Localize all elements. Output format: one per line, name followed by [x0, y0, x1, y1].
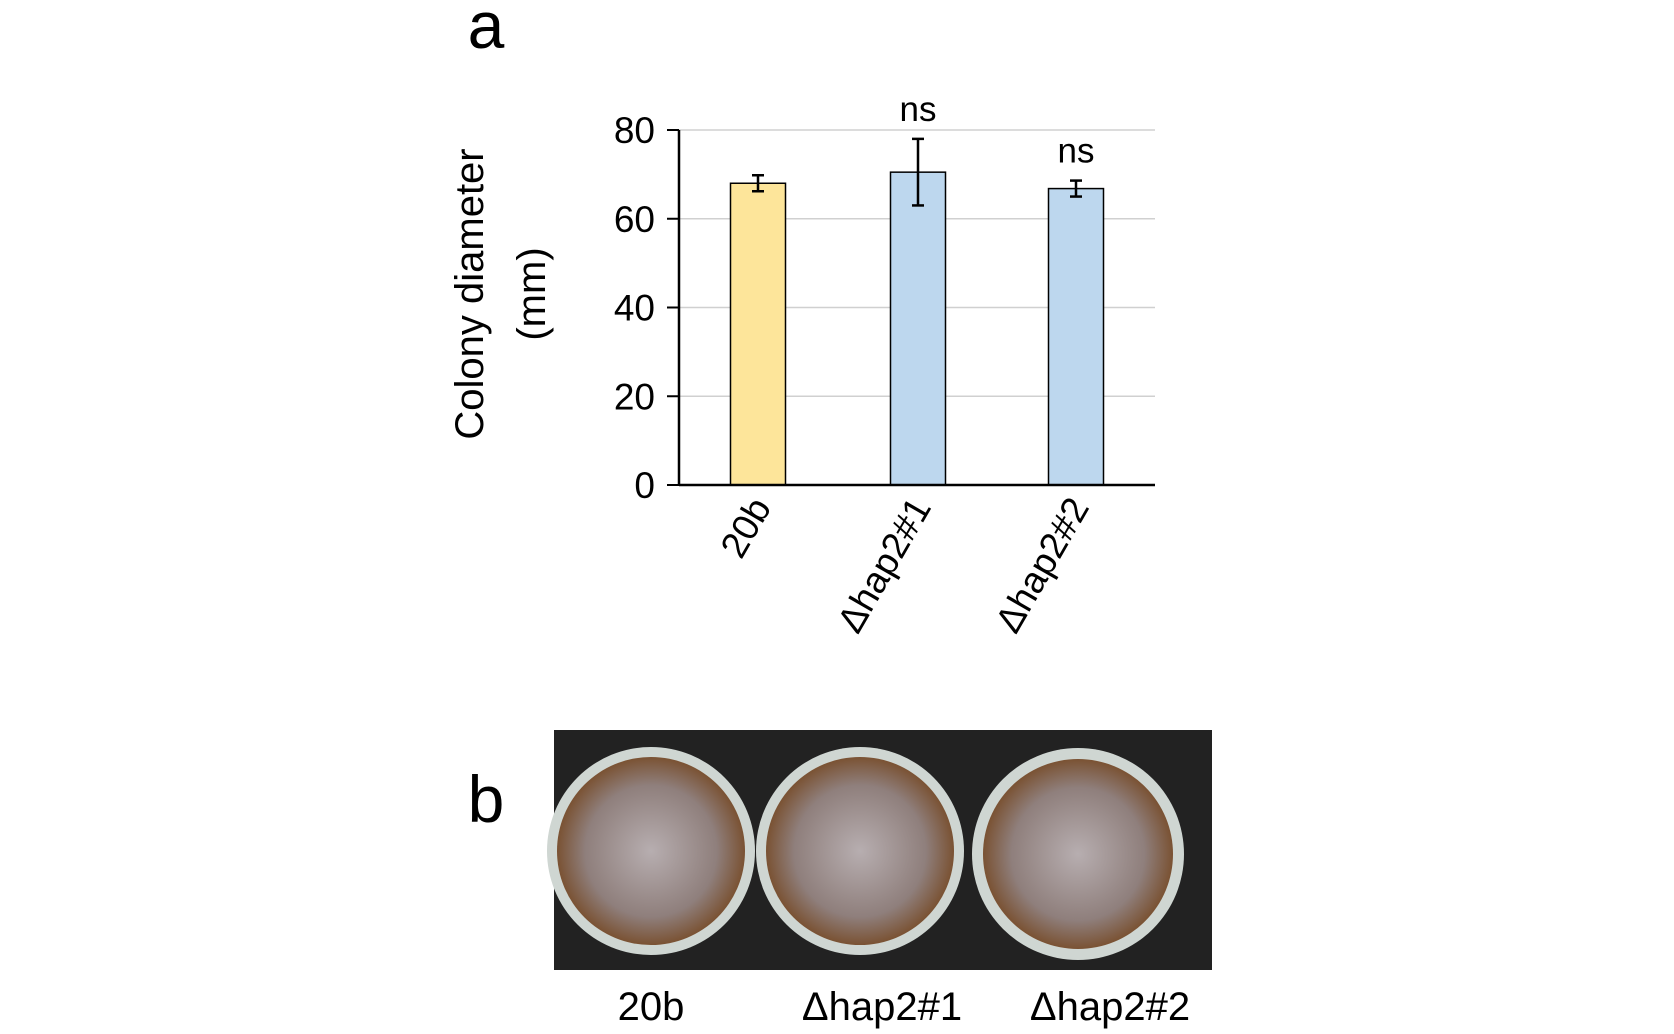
plate-caption: Δhap2#1 [802, 985, 962, 1029]
x-tick-label: Δhap2#1 [829, 491, 939, 640]
colony [766, 757, 954, 945]
x-tick-label: 20b [713, 491, 779, 565]
y-axis-label: Colony diameter [448, 148, 492, 439]
colony [557, 757, 745, 945]
bar [729, 182, 787, 486]
y-tick-label: 60 [614, 199, 655, 240]
plate-caption: Δhap2#2 [1030, 985, 1190, 1029]
y-tick-label: 0 [634, 465, 655, 506]
bar [1047, 187, 1105, 486]
y-axis-label: (mm) [510, 247, 554, 340]
x-tick-label: Δhap2#2 [987, 491, 1097, 640]
significance-label: ns [900, 90, 937, 129]
significance-label: ns [1058, 132, 1095, 171]
y-tick-label: 80 [614, 110, 655, 151]
panel-label: a [468, 0, 505, 62]
y-tick-label: 40 [614, 288, 655, 329]
plate-photo [547, 730, 1212, 970]
plate-caption: 20b [618, 985, 685, 1029]
panel-label: b [468, 762, 505, 836]
colony [983, 759, 1173, 949]
y-tick-label: 20 [614, 376, 655, 417]
bar [889, 171, 947, 486]
